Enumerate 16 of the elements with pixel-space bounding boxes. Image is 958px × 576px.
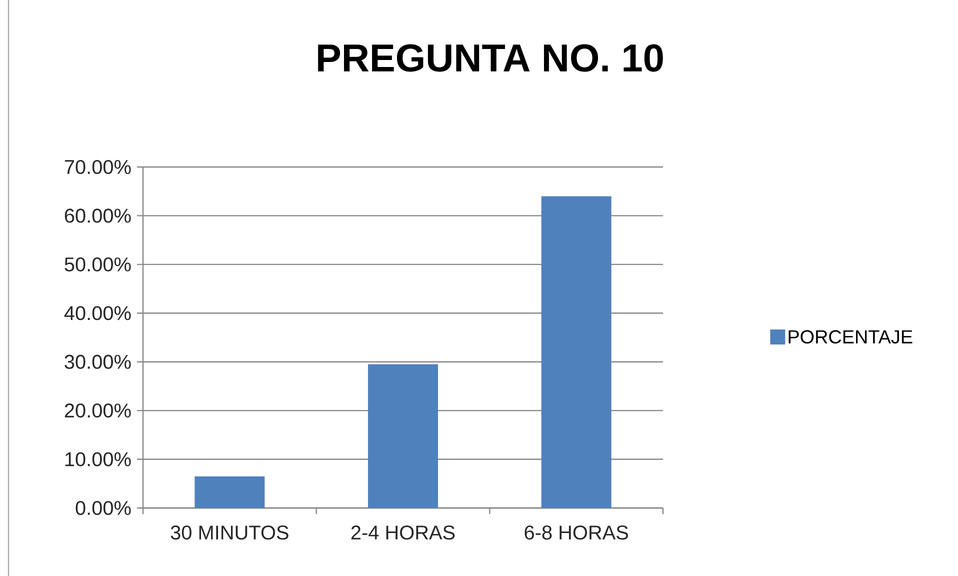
- y-tick-label: 0.00%: [76, 500, 131, 516]
- y-tick-label: 20.00%: [64, 404, 131, 418]
- y-tick-label: 60.00%: [64, 208, 131, 223]
- bar: [194, 476, 265, 508]
- y-tick-label: 40.00%: [64, 306, 131, 320]
- y-tick-label: 30.00%: [64, 354, 131, 369]
- bar: [541, 196, 612, 508]
- x-tick-label: 30 MINUTOS: [170, 526, 288, 540]
- y-tick-label: 10.00%: [65, 452, 131, 466]
- legend-label: PORCENTAJE: [788, 330, 912, 344]
- chart-title: PREGUNTA NO. 10: [318, 44, 663, 72]
- bar: [368, 364, 438, 508]
- x-tick-label: 6-8 HORAS: [524, 526, 628, 540]
- y-tick-label: 70.00%: [64, 160, 131, 174]
- x-tick-label: 2-4 HORAS: [351, 526, 455, 540]
- y-tick-label: 50.00%: [64, 257, 131, 272]
